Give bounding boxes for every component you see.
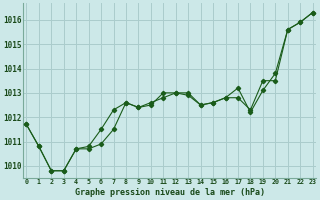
X-axis label: Graphe pression niveau de la mer (hPa): Graphe pression niveau de la mer (hPa) bbox=[75, 188, 265, 197]
